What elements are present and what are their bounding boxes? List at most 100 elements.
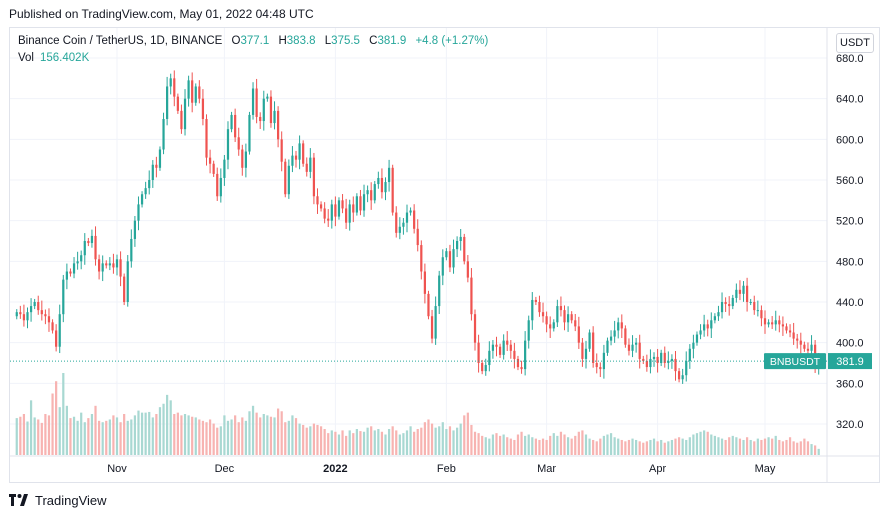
candle-body bbox=[728, 304, 731, 307]
candle-body bbox=[506, 340, 509, 345]
volume-bar bbox=[549, 435, 552, 455]
volume-bar bbox=[166, 394, 169, 455]
candle-body bbox=[327, 218, 330, 221]
candle-body bbox=[402, 222, 405, 227]
volume-bar bbox=[345, 435, 348, 455]
candle-body bbox=[509, 344, 512, 351]
tradingview-brand[interactable]: TradingView bbox=[35, 492, 107, 508]
volume-bar bbox=[516, 434, 520, 455]
candle-body bbox=[756, 310, 759, 312]
candle-body bbox=[259, 116, 262, 122]
last-price-badge-bg bbox=[828, 353, 872, 370]
volume-bar bbox=[355, 429, 358, 455]
volume-bar bbox=[814, 445, 817, 455]
candle-body bbox=[459, 236, 462, 241]
candle-body bbox=[466, 261, 469, 278]
volume-bar bbox=[706, 431, 709, 455]
candle-body bbox=[799, 340, 802, 345]
candle-body bbox=[502, 340, 505, 355]
candle-body bbox=[778, 320, 781, 325]
volume-bar bbox=[538, 439, 541, 455]
volume-bar bbox=[688, 437, 691, 455]
volume-bar bbox=[169, 400, 172, 455]
volume-bar bbox=[291, 415, 294, 455]
currency-button[interactable]: USDT bbox=[836, 33, 874, 53]
volume-bar bbox=[513, 439, 516, 455]
candle-body bbox=[373, 184, 376, 201]
candle-body bbox=[312, 157, 316, 197]
candle-body bbox=[452, 249, 455, 268]
volume-bar bbox=[198, 419, 201, 455]
volume-bar bbox=[251, 405, 255, 455]
candle-body bbox=[305, 163, 308, 172]
volume-bar bbox=[631, 438, 634, 455]
volume-bar bbox=[108, 419, 111, 455]
open-label: O bbox=[231, 35, 241, 47]
candle-body bbox=[710, 320, 713, 329]
volume-bar bbox=[577, 431, 580, 455]
candle-body bbox=[624, 328, 627, 345]
candle-body bbox=[627, 344, 631, 351]
candle-body bbox=[595, 363, 598, 368]
candle-body bbox=[37, 302, 40, 311]
volume-bar bbox=[456, 427, 459, 455]
candle-body bbox=[620, 322, 623, 329]
candle-body bbox=[491, 344, 495, 351]
volume-bar bbox=[720, 438, 724, 455]
candle-body bbox=[65, 271, 68, 280]
volume-bar bbox=[452, 430, 455, 455]
candle-body bbox=[645, 360, 648, 368]
volume-bar bbox=[22, 414, 26, 455]
volume-bar bbox=[19, 416, 22, 455]
volume-bar bbox=[323, 429, 326, 455]
candle-body bbox=[155, 164, 158, 168]
candle-body bbox=[574, 320, 577, 327]
candle-body bbox=[55, 330, 58, 347]
candle-body bbox=[337, 200, 341, 217]
volume-bar bbox=[559, 431, 563, 455]
candle-body bbox=[549, 324, 552, 329]
candle-body bbox=[201, 98, 205, 119]
candle-body bbox=[803, 344, 806, 349]
volume-bar bbox=[123, 414, 126, 455]
y-tick-label: 400.0 bbox=[836, 338, 864, 350]
volume-bar bbox=[234, 415, 237, 455]
candle-body bbox=[602, 352, 606, 370]
volume-bar bbox=[309, 426, 312, 455]
volume-bar bbox=[703, 430, 706, 455]
volume-bar bbox=[312, 423, 316, 455]
volume-bar bbox=[656, 441, 659, 455]
volume-bar bbox=[710, 434, 713, 455]
volume-bar bbox=[581, 430, 584, 455]
candle-body bbox=[294, 155, 298, 160]
candle-body bbox=[355, 196, 358, 213]
candle-body bbox=[430, 316, 434, 339]
volume-bar bbox=[362, 431, 366, 455]
x-tick-label: Feb bbox=[437, 463, 456, 475]
x-tick-label: 2022 bbox=[323, 463, 347, 475]
candle-body bbox=[785, 326, 788, 331]
candle-body bbox=[216, 173, 219, 197]
candle-body bbox=[674, 358, 677, 372]
volume-bar bbox=[427, 419, 430, 455]
candle-body bbox=[685, 360, 688, 376]
candle-body bbox=[173, 78, 176, 97]
candle-body bbox=[656, 356, 659, 363]
volume-bar bbox=[255, 412, 258, 455]
candle-body bbox=[745, 285, 749, 302]
candle-body bbox=[681, 375, 684, 380]
candle-body bbox=[187, 80, 190, 99]
volume-bar bbox=[566, 437, 570, 455]
candle-body bbox=[667, 360, 670, 363]
volume-bar bbox=[183, 414, 187, 455]
volume-bar bbox=[788, 437, 792, 455]
volume-bar bbox=[341, 430, 344, 455]
volume-bar bbox=[520, 431, 523, 455]
volume-bar bbox=[201, 420, 205, 455]
volume-bar bbox=[280, 411, 283, 455]
candle-body bbox=[341, 200, 344, 209]
candle-body bbox=[699, 330, 702, 335]
candle-body bbox=[348, 204, 351, 223]
candle-body bbox=[631, 344, 634, 351]
